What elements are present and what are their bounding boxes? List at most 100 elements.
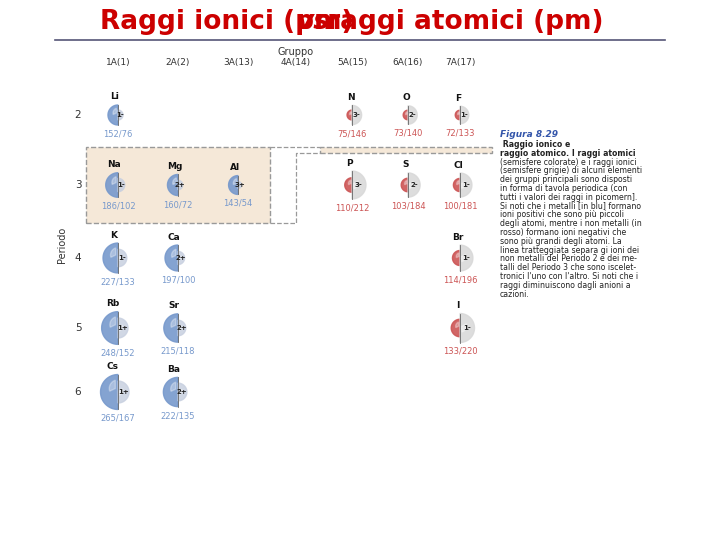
Polygon shape — [460, 314, 474, 342]
Text: 1A(1): 1A(1) — [106, 58, 130, 68]
Polygon shape — [345, 178, 352, 192]
Polygon shape — [171, 382, 176, 392]
Polygon shape — [108, 105, 118, 125]
Text: (semisfere grigie) di alcuni elementi: (semisfere grigie) di alcuni elementi — [500, 166, 642, 176]
Text: 1-: 1- — [463, 325, 471, 331]
Polygon shape — [171, 249, 176, 258]
Text: Cl: Cl — [453, 160, 463, 170]
Polygon shape — [348, 180, 351, 185]
Text: 1-: 1- — [462, 255, 470, 261]
Text: dei gruppi principali sono disposti: dei gruppi principali sono disposti — [500, 175, 632, 184]
Polygon shape — [456, 180, 459, 185]
Polygon shape — [452, 251, 460, 266]
Text: 227/133: 227/133 — [101, 278, 135, 286]
Polygon shape — [454, 178, 460, 192]
Text: Gruppo: Gruppo — [278, 47, 314, 57]
Text: 222/135: 222/135 — [161, 411, 195, 420]
Text: talli del Periodo 3 che sono iscelet-: talli del Periodo 3 che sono iscelet- — [500, 263, 636, 272]
Text: 133/220: 133/220 — [443, 347, 477, 356]
Text: 4: 4 — [75, 253, 81, 263]
Text: Na: Na — [107, 160, 121, 169]
Polygon shape — [352, 171, 366, 199]
Text: rosso) formano ioni negativi che: rosso) formano ioni negativi che — [500, 228, 626, 237]
Polygon shape — [460, 106, 469, 124]
Text: 1+: 1+ — [117, 325, 128, 331]
Text: 1-: 1- — [117, 182, 125, 188]
Text: 3-: 3- — [353, 112, 361, 118]
Polygon shape — [455, 110, 460, 120]
Text: vs: vs — [296, 9, 329, 35]
Text: Cs: Cs — [107, 362, 119, 371]
Polygon shape — [456, 322, 459, 328]
Text: I: I — [456, 301, 459, 310]
Text: 1+: 1+ — [118, 389, 129, 395]
Polygon shape — [228, 176, 238, 194]
Text: Periodo: Periodo — [57, 227, 67, 263]
Polygon shape — [178, 320, 186, 336]
Text: N: N — [347, 93, 354, 102]
Polygon shape — [106, 173, 118, 197]
Text: 72/133: 72/133 — [445, 129, 474, 137]
Text: 3: 3 — [75, 180, 81, 190]
Text: (semisfere colorate) e i raggi ionici: (semisfere colorate) e i raggi ionici — [500, 158, 636, 167]
Polygon shape — [238, 184, 240, 186]
Text: 2A(2): 2A(2) — [166, 58, 190, 68]
Polygon shape — [110, 317, 115, 327]
Text: 2: 2 — [75, 110, 81, 120]
Text: 1-: 1- — [460, 112, 468, 118]
Polygon shape — [179, 326, 181, 330]
Polygon shape — [164, 314, 178, 342]
Text: 1-: 1- — [462, 182, 469, 188]
Text: Rb: Rb — [107, 299, 120, 308]
Polygon shape — [109, 380, 115, 391]
Polygon shape — [179, 256, 181, 260]
Polygon shape — [401, 178, 408, 192]
Polygon shape — [178, 180, 183, 190]
Text: degli atomi, mentre i non metalli (in: degli atomi, mentre i non metalli (in — [500, 219, 642, 228]
Text: 160/72: 160/72 — [163, 200, 193, 209]
Text: Raggio ionico e: Raggio ionico e — [500, 140, 570, 149]
Polygon shape — [110, 248, 116, 258]
Polygon shape — [103, 243, 118, 273]
Text: raggi atomici (pm): raggi atomici (pm) — [318, 9, 603, 35]
Text: 248/152: 248/152 — [101, 349, 135, 358]
FancyBboxPatch shape — [320, 147, 492, 153]
Text: Al: Al — [230, 163, 240, 172]
Text: Raggi ionici (pm): Raggi ionici (pm) — [100, 9, 363, 35]
Text: 100/181: 100/181 — [443, 201, 477, 211]
Polygon shape — [349, 112, 351, 115]
Polygon shape — [113, 108, 117, 114]
Text: K: K — [110, 231, 117, 240]
Text: 5A(15): 5A(15) — [337, 58, 367, 68]
Polygon shape — [352, 105, 361, 125]
Polygon shape — [353, 112, 356, 118]
Text: P: P — [346, 159, 353, 167]
Polygon shape — [238, 181, 241, 188]
Polygon shape — [118, 249, 127, 267]
Polygon shape — [119, 389, 123, 395]
Text: Ba: Ba — [167, 365, 180, 374]
Polygon shape — [403, 110, 408, 120]
Text: 215/118: 215/118 — [161, 347, 195, 356]
Polygon shape — [165, 245, 178, 271]
Polygon shape — [408, 173, 420, 197]
Polygon shape — [405, 112, 408, 115]
Polygon shape — [233, 179, 237, 185]
Text: 4A(14): 4A(14) — [281, 58, 311, 68]
Text: 73/140: 73/140 — [393, 129, 423, 138]
Polygon shape — [119, 183, 121, 187]
Text: tronici l'uno con l'altro. Si noti che i: tronici l'uno con l'altro. Si noti che i — [500, 272, 638, 281]
Text: non metalli del Periodo 2 e dei me-: non metalli del Periodo 2 e dei me- — [500, 254, 637, 264]
Polygon shape — [408, 106, 417, 124]
Text: 6: 6 — [75, 387, 81, 397]
Text: Mg: Mg — [167, 162, 183, 171]
Text: 75/146: 75/146 — [337, 129, 366, 138]
Polygon shape — [460, 173, 472, 197]
Polygon shape — [461, 112, 464, 117]
Text: Figura 8.29: Figura 8.29 — [500, 130, 558, 139]
Text: 2-: 2- — [410, 182, 418, 188]
Text: 3+: 3+ — [234, 182, 245, 188]
Text: tutti i valori dei raggi in picomern].: tutti i valori dei raggi in picomern]. — [500, 193, 637, 202]
Text: cazioni.: cazioni. — [500, 289, 530, 299]
Polygon shape — [409, 112, 412, 118]
